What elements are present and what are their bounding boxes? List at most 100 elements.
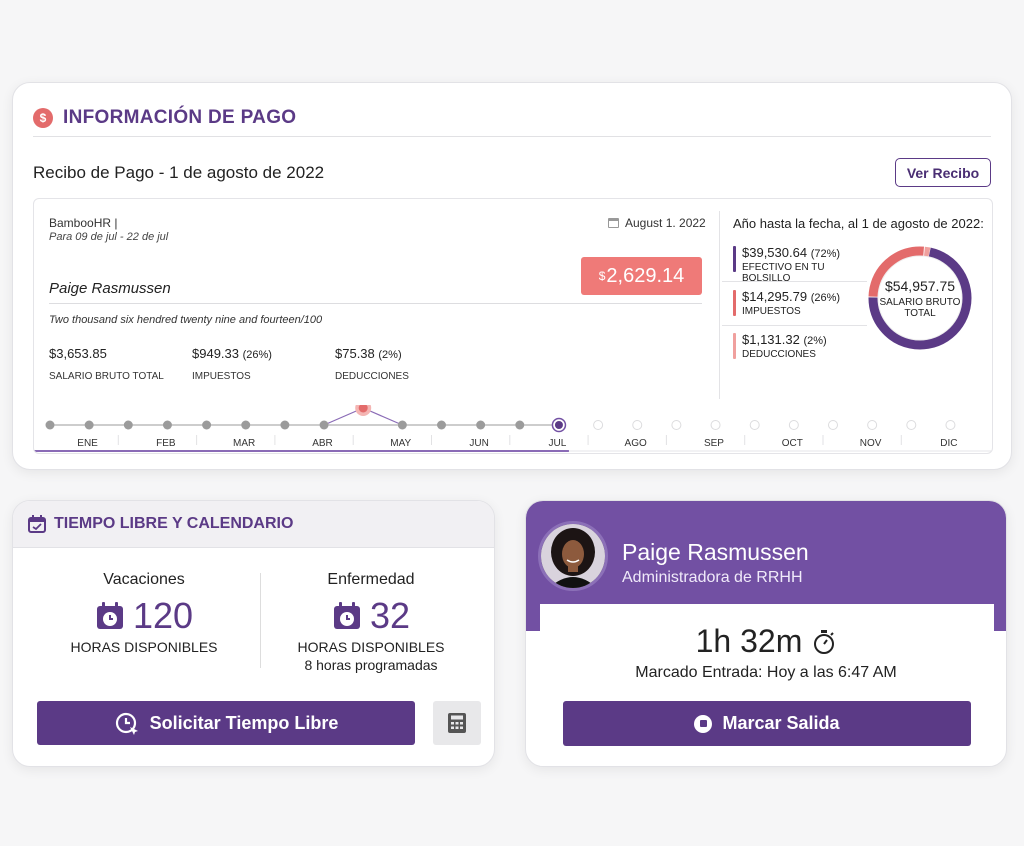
ytd-take-home: $39,530.64 (72%) EFECTIVO EN TU BOLSILLO xyxy=(733,245,873,284)
month-label: OCT xyxy=(782,438,803,449)
deductions-stat: $75.38 (2%) DEDUCCIONES xyxy=(335,346,409,382)
month-label: NOV xyxy=(860,438,882,449)
clocked-in-status: Marcado Entrada: Hoy a las 6:47 AM xyxy=(635,664,897,681)
ytd-label: DEDUCCIONES xyxy=(742,349,816,360)
sick-balance: Enfermedad 32 HORAS DISPONIBLES 8 horas … xyxy=(256,571,486,673)
month-label: ENE xyxy=(77,438,98,449)
timeline-point[interactable] xyxy=(828,420,838,430)
ytd-taxes: $14,295.79 (26%) IMPUESTOS xyxy=(733,289,873,317)
request-time-off-label: Solicitar Tiempo Libre xyxy=(149,712,339,733)
timeline-point[interactable] xyxy=(788,420,799,430)
donut-center: $54,957.75 SALARIO BRUTO TOTAL xyxy=(865,243,975,353)
ytd-label: EFECTIVO EN TU BOLSILLO xyxy=(742,262,825,284)
timeline-point[interactable] xyxy=(84,420,94,430)
gross-total-value: $54,957.75 xyxy=(884,277,956,294)
ytd-color-bar xyxy=(733,246,736,272)
gross-pay-stat: $3,653.85 SALARIO BRUTO TOTAL xyxy=(49,346,164,382)
pay-info-card: $ INFORMACIÓN DE PAGO Recibo de Pago - 1… xyxy=(12,82,1012,470)
timeline-point[interactable] xyxy=(515,420,525,430)
timeline-point[interactable] xyxy=(710,420,721,430)
avatar-portrait xyxy=(541,524,605,588)
time-clock-card: Paige Rasmussen Administradora de RRHH 1… xyxy=(525,500,1007,767)
timeline-point[interactable] xyxy=(202,420,212,430)
timeline-point[interactable] xyxy=(632,420,643,430)
ytd-value: $39,530.64 xyxy=(742,245,808,260)
calendar-icon xyxy=(608,218,619,228)
timeline-point[interactable] xyxy=(671,420,682,430)
donut-segment xyxy=(868,246,972,350)
month-label: JUN xyxy=(469,438,488,449)
sick-scheduled: 8 horas programadas xyxy=(304,657,438,673)
stub-divider xyxy=(49,303,702,304)
employee-name: Paige Rasmussen xyxy=(622,539,809,565)
taxes-stat: $949.33 (26%) IMPUESTOS xyxy=(192,346,272,382)
timeline-point[interactable] xyxy=(945,420,956,430)
timeline-point[interactable] xyxy=(123,420,133,430)
sick-label: Enfermedad xyxy=(327,571,415,588)
timeline-point[interactable] xyxy=(437,420,446,430)
stat-value: $3,653.85 xyxy=(49,346,107,361)
ytd-deductions: $1,131.32 (2%) DEDUCCIONES xyxy=(733,332,873,360)
timeline-point[interactable] xyxy=(45,420,55,430)
ytd-label: IMPUESTOS xyxy=(742,306,801,317)
timeline-point[interactable] xyxy=(906,420,917,430)
ytd-color-bar xyxy=(733,333,736,359)
stat-value: $949.33 xyxy=(192,346,239,361)
clock-out-label: Marcar Salida xyxy=(722,713,840,733)
elapsed-time-value: 1h 32m xyxy=(695,623,803,659)
view-stub-button[interactable]: Ver Recibo xyxy=(895,158,991,187)
stub-date-text: August 1. 2022 xyxy=(625,216,706,230)
timeline-point[interactable] xyxy=(554,421,563,429)
timeline-point[interactable] xyxy=(280,420,290,430)
gross-total-label: SALARIO BRUTO TOTAL xyxy=(879,296,961,319)
timeline-point[interactable] xyxy=(593,420,604,430)
avatar xyxy=(538,521,608,591)
timeline-selected-point[interactable] xyxy=(358,405,368,413)
amount-in-words: Two thousand six hendred twenty nine and… xyxy=(49,314,323,326)
timeline-point[interactable] xyxy=(749,420,760,430)
timeline-point[interactable] xyxy=(476,420,486,430)
month-label: SEP xyxy=(704,438,724,449)
dollar-icon: $ xyxy=(33,107,53,128)
timeline-point[interactable] xyxy=(319,420,329,430)
month-label: AGO xyxy=(625,438,647,449)
clock-out-button[interactable]: Marcar Salida xyxy=(563,701,971,746)
month-label: MAR xyxy=(233,438,255,449)
vacation-label: Vacaciones xyxy=(103,571,185,588)
calendar-icon xyxy=(28,515,46,533)
net-currency: $ xyxy=(598,269,606,283)
stat-label: SALARIO BRUTO TOTAL xyxy=(49,371,164,382)
ytd-value: $14,295.79 xyxy=(742,289,808,304)
month-label: FEB xyxy=(156,438,176,449)
timeline-point[interactable] xyxy=(241,420,251,430)
vacation-calendar-icon xyxy=(96,602,123,629)
stopwatch-icon xyxy=(814,629,835,654)
net-amount: 2,629.14 xyxy=(606,264,685,287)
elapsed-time: 1h 32m xyxy=(526,623,1006,660)
calculator-button[interactable] xyxy=(433,701,481,745)
vacation-balance: Vacaciones 120 HORAS DISPONIBLES xyxy=(29,571,259,655)
month-label: ABR xyxy=(312,438,333,449)
time-off-title: TIEMPO LIBRE Y CALENDARIO xyxy=(54,515,294,532)
ytd-divider xyxy=(719,211,720,399)
timeline-point[interactable] xyxy=(162,420,172,430)
time-off-header: TIEMPO LIBRE Y CALENDARIO xyxy=(13,501,494,548)
donut-inner xyxy=(877,255,963,341)
timeline-point[interactable] xyxy=(397,420,407,430)
sick-hours: 32 xyxy=(369,595,411,636)
sick-calendar-icon xyxy=(333,602,360,629)
ytd-separator xyxy=(722,281,867,282)
timeline-point[interactable] xyxy=(867,420,878,430)
request-time-off-button[interactable]: Solicitar Tiempo Libre xyxy=(37,701,415,745)
ytd-pct: (26%) xyxy=(810,292,841,304)
stat-pct: (2%) xyxy=(378,349,402,361)
employee-name: Paige Rasmussen xyxy=(49,280,171,297)
ytd-pct: (72%) xyxy=(810,248,841,260)
time-off-divider xyxy=(260,573,261,668)
month-label: MAY xyxy=(390,438,411,449)
vacation-hours-label: HORAS DISPONIBLES xyxy=(70,639,218,655)
stat-label: DEDUCCIONES xyxy=(335,371,409,382)
pay-title: INFORMACIÓN DE PAGO xyxy=(63,106,297,128)
paycheck-timeline[interactable]: ENE FEB MAR ABR MAY JUN JUL AGO SEP OCT NOV DIC xyxy=(34,405,993,454)
donut-segment xyxy=(868,246,972,350)
